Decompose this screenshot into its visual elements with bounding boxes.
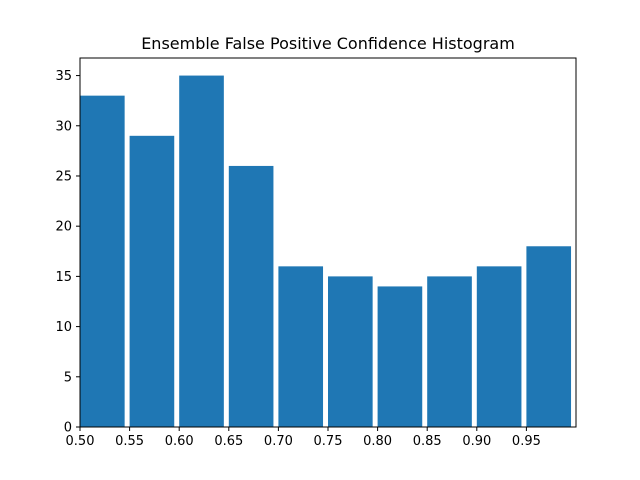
x-tick-label-2: 0.60 xyxy=(165,434,194,449)
x-tick-label-1: 0.55 xyxy=(115,434,144,449)
histogram-bar-0 xyxy=(80,95,125,427)
x-tick-label-9: 0.95 xyxy=(512,434,541,449)
x-tick-label-0: 0.50 xyxy=(66,434,95,449)
histogram-bar-3 xyxy=(228,165,274,427)
y-tick-label-1: 5 xyxy=(64,370,72,385)
y-tick-label-4: 20 xyxy=(55,220,72,235)
x-tick-label-4: 0.70 xyxy=(264,434,293,449)
x-tick-label-3: 0.65 xyxy=(214,434,243,449)
x-tick-label-5: 0.75 xyxy=(314,434,343,449)
histogram-bar-2 xyxy=(179,75,224,428)
y-tick-label-3: 15 xyxy=(55,270,72,285)
x-axis-ticks: 0.50 0.55 0.60 0.65 0.70 0.75 0.80 0.85 0.90 0.95 xyxy=(66,427,541,449)
histogram-bar-4 xyxy=(278,266,324,427)
histogram-bar-8 xyxy=(476,266,522,427)
y-tick-label-0: 0 xyxy=(64,421,72,436)
chart-title: Ensemble False Positive Confidence Histo… xyxy=(141,34,515,53)
x-tick-label-6: 0.80 xyxy=(363,434,392,449)
x-tick-label-8: 0.90 xyxy=(462,434,491,449)
y-tick-label-5: 25 xyxy=(55,169,72,184)
y-axis-ticks: 0 5 10 15 20 25 30 35 xyxy=(55,69,80,436)
y-tick-label-6: 30 xyxy=(55,119,72,134)
y-tick-label-2: 10 xyxy=(55,320,72,335)
bars-group xyxy=(80,75,572,428)
histogram-bar-5 xyxy=(328,276,373,427)
x-tick-label-7: 0.85 xyxy=(413,434,442,449)
y-tick-label-7: 35 xyxy=(55,69,72,84)
plot-frame xyxy=(79,57,577,428)
histogram-bar-7 xyxy=(427,276,472,427)
histogram-bar-9 xyxy=(526,246,572,427)
histogram-bar-1 xyxy=(129,135,175,427)
histogram-bar-6 xyxy=(377,286,423,427)
